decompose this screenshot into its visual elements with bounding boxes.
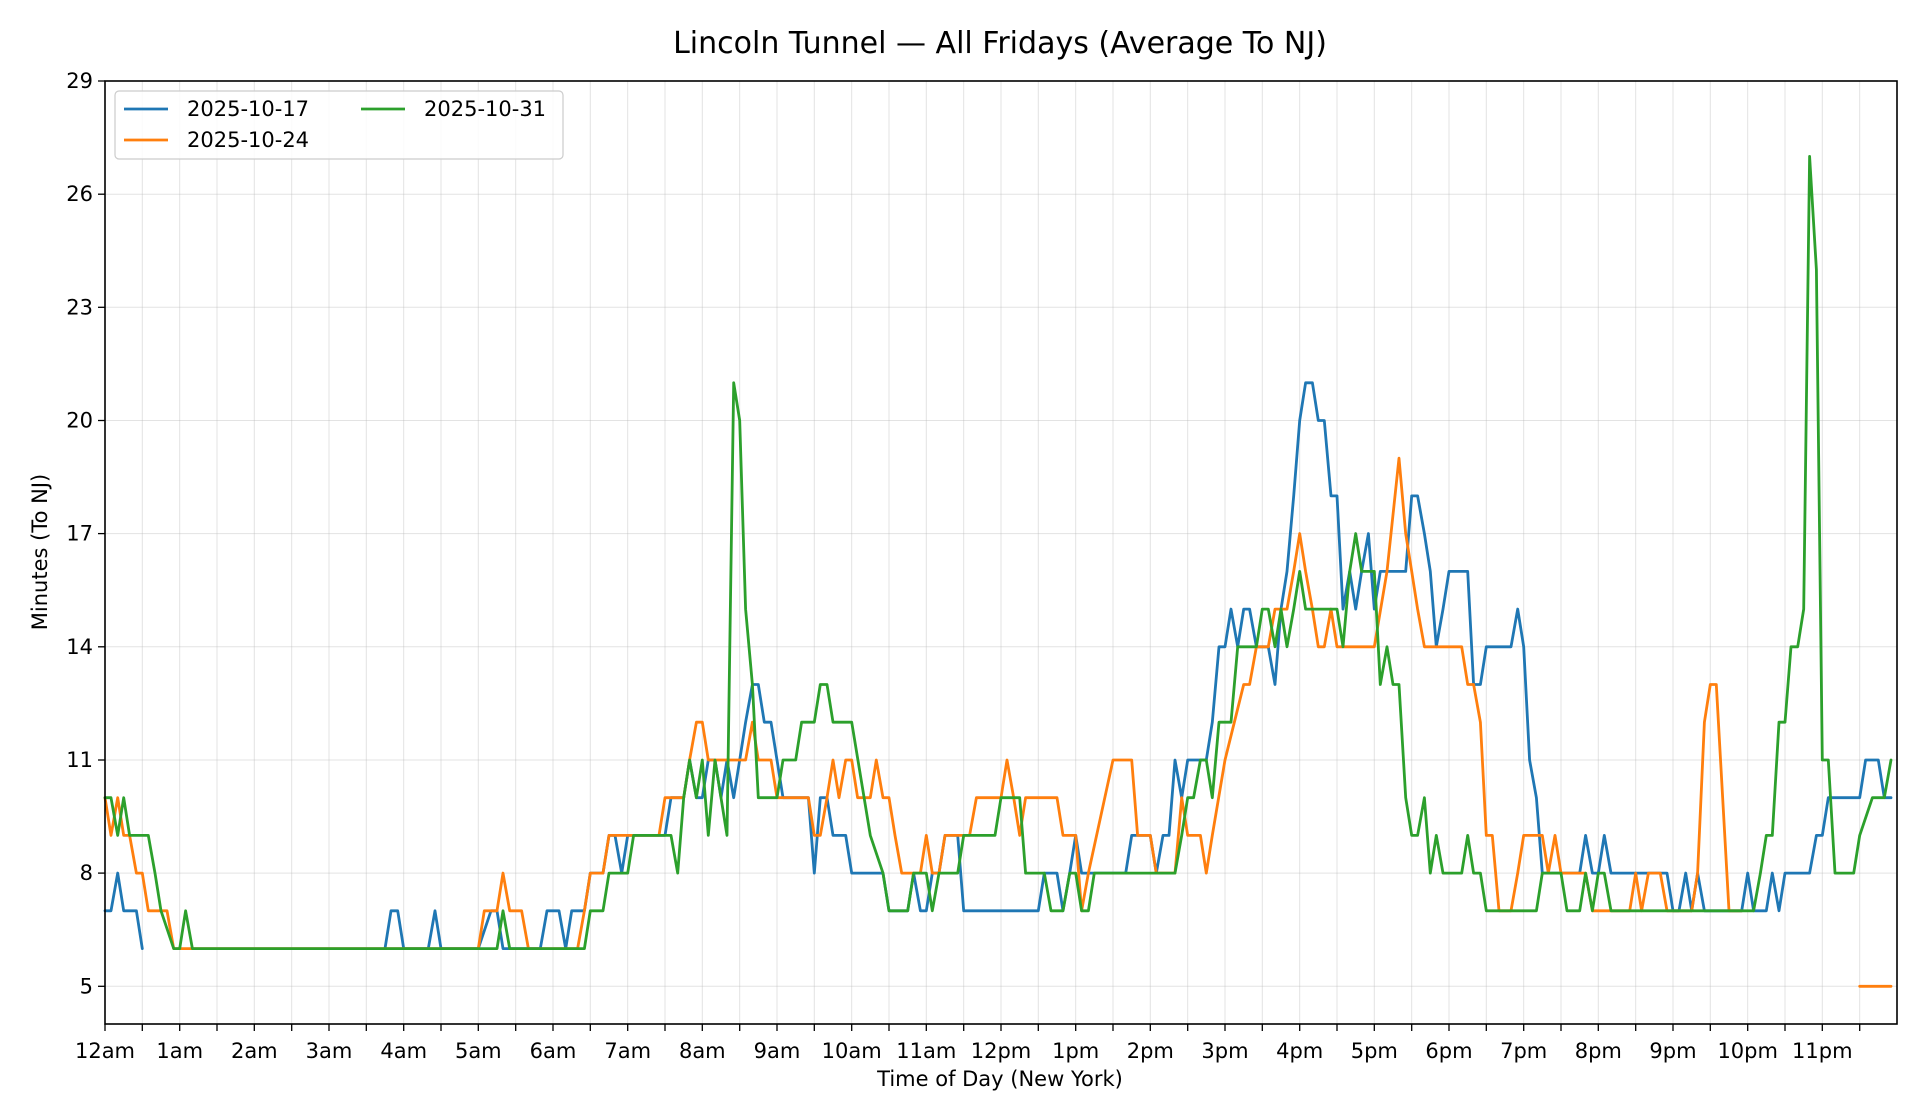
x-tick-label: 7am (604, 1039, 651, 1063)
y-tick-label: 14 (66, 635, 93, 659)
legend: 2025-10-17 2025-10-24 2025-10-31 (114, 90, 564, 160)
x-tick-label: 2am (231, 1039, 278, 1063)
x-tick-label: 12pm (971, 1039, 1032, 1063)
y-tick-label: 5 (80, 974, 93, 998)
y-tick-label: 26 (66, 182, 93, 206)
y-tick-label: 11 (66, 748, 93, 772)
x-tick-label: 10pm (1717, 1039, 1778, 1063)
series-lines (103, 155, 1893, 988)
legend-box (114, 90, 564, 160)
series-line-2025-10-24 (103, 456, 1893, 988)
x-tick-label: 5pm (1351, 1039, 1398, 1063)
x-tick-label: 6am (530, 1039, 577, 1063)
grid (104, 80, 1897, 1024)
x-tick-label: 3am (306, 1039, 353, 1063)
x-tick-label: 5am (455, 1039, 502, 1063)
x-tick-label: 8am (679, 1039, 726, 1063)
legend-label-2025-10-17: 2025-10-17 (187, 97, 309, 121)
series-line-2025-10-31 (103, 155, 1893, 950)
x-tick-label: 11am (896, 1039, 956, 1063)
x-tick-label: 10am (822, 1039, 882, 1063)
x-tick-label: 4pm (1276, 1039, 1323, 1063)
x-tick-label: 12am (75, 1039, 135, 1063)
axis-ticks: 5 8 11 14 17 20 23 26 29 12am 1am 2am 3am 4am 5am 6am 7a… (66, 69, 1861, 1063)
x-tick-label: 6pm (1425, 1039, 1472, 1063)
y-tick-label: 29 (66, 69, 93, 93)
legend-label-2025-10-31: 2025-10-31 (424, 97, 546, 121)
legend-label-2025-10-24: 2025-10-24 (187, 128, 309, 152)
y-tick-label: 17 (66, 522, 93, 546)
y-axis-label: Minutes (To NJ) (28, 474, 52, 630)
x-tick-label: 9am (754, 1039, 801, 1063)
x-tick-label: 9pm (1649, 1039, 1696, 1063)
x-tick-label: 2pm (1127, 1039, 1174, 1063)
y-tick-label: 8 (80, 861, 93, 885)
chart-title: Lincoln Tunnel — All Fridays (Average To… (673, 26, 1327, 61)
x-tick-label: 7pm (1500, 1039, 1547, 1063)
series-line-2025-10-17 (103, 381, 1893, 950)
x-tick-label: 11pm (1792, 1039, 1853, 1063)
x-tick-label: 8pm (1575, 1039, 1622, 1063)
x-tick-label: 1am (156, 1039, 203, 1063)
y-tick-label: 20 (66, 409, 93, 433)
x-tick-label: 1pm (1052, 1039, 1099, 1063)
y-tick-label: 23 (66, 295, 93, 319)
x-tick-label: 3pm (1201, 1039, 1248, 1063)
x-axis-label: Time of Day (New York) (876, 1067, 1123, 1091)
x-tick-label: 4am (380, 1039, 427, 1063)
